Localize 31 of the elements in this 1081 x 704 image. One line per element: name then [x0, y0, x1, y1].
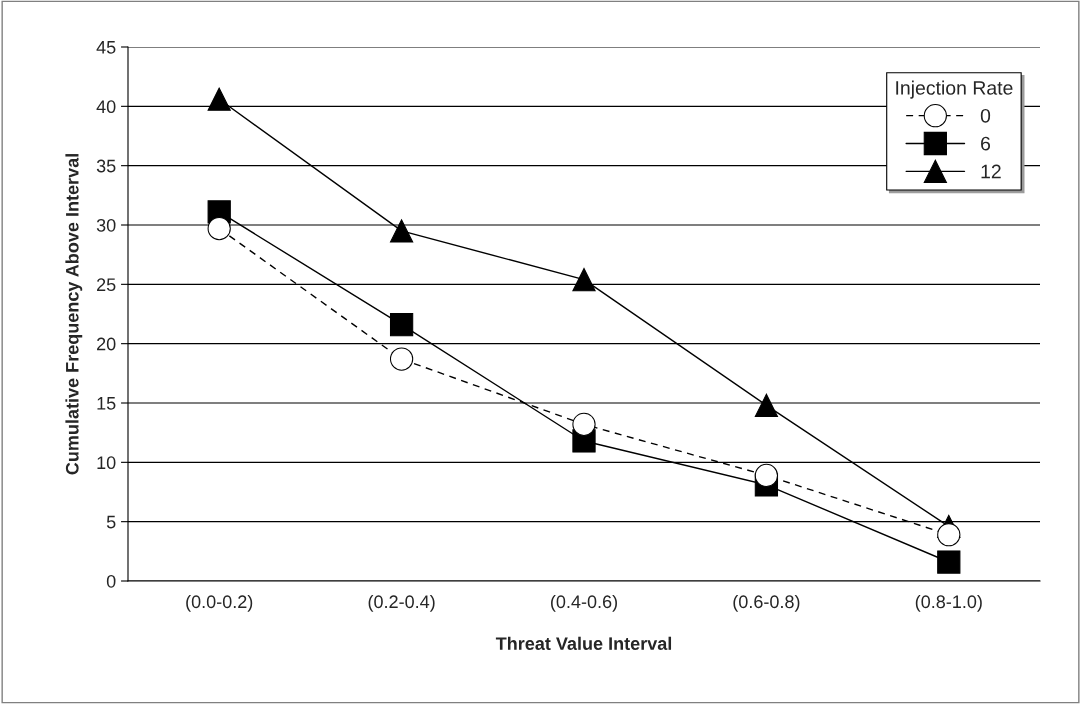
point [572, 412, 596, 436]
point [389, 313, 414, 337]
point [937, 550, 961, 574]
legend-title: Injection Rate [896, 80, 1013, 99]
legend-label: 6 [981, 136, 991, 151]
point [207, 216, 231, 241]
x-tick-label: (0.8-1.0) [915, 594, 982, 612]
y-axis-title: Cumulative Frequency Above Interval [65, 154, 83, 475]
point [937, 523, 961, 547]
point [754, 393, 779, 417]
x-tick-label: (0.4-0.6) [551, 594, 617, 612]
point [572, 267, 596, 292]
legend-label: 12 [981, 164, 1001, 179]
x-axis-title: Threat Value Interval [495, 636, 672, 650]
y-tick-label: 35 [96, 159, 116, 173]
y-tick-label: 5 [106, 515, 116, 529]
y-tick-label: 0 [106, 574, 116, 588]
point [207, 87, 231, 111]
y-tick-label: 15 [97, 397, 116, 410]
x-tick-label: (0.6-0.8) [733, 594, 800, 612]
legend-label: 0 [980, 108, 991, 123]
x-tick-label: (0.0-0.2) [186, 594, 253, 612]
y-tick-label: 10 [97, 456, 116, 470]
y-tick-label: 30 [96, 218, 116, 232]
point [754, 463, 779, 488]
point [389, 219, 414, 243]
y-tick-label: 20 [97, 337, 116, 351]
y-tick-label: 40 [96, 100, 116, 114]
y-tick-label: 25 [97, 278, 116, 292]
y-tick-label: 45 [96, 41, 116, 54]
x-tick-label: (0.2-0.4) [368, 594, 435, 612]
